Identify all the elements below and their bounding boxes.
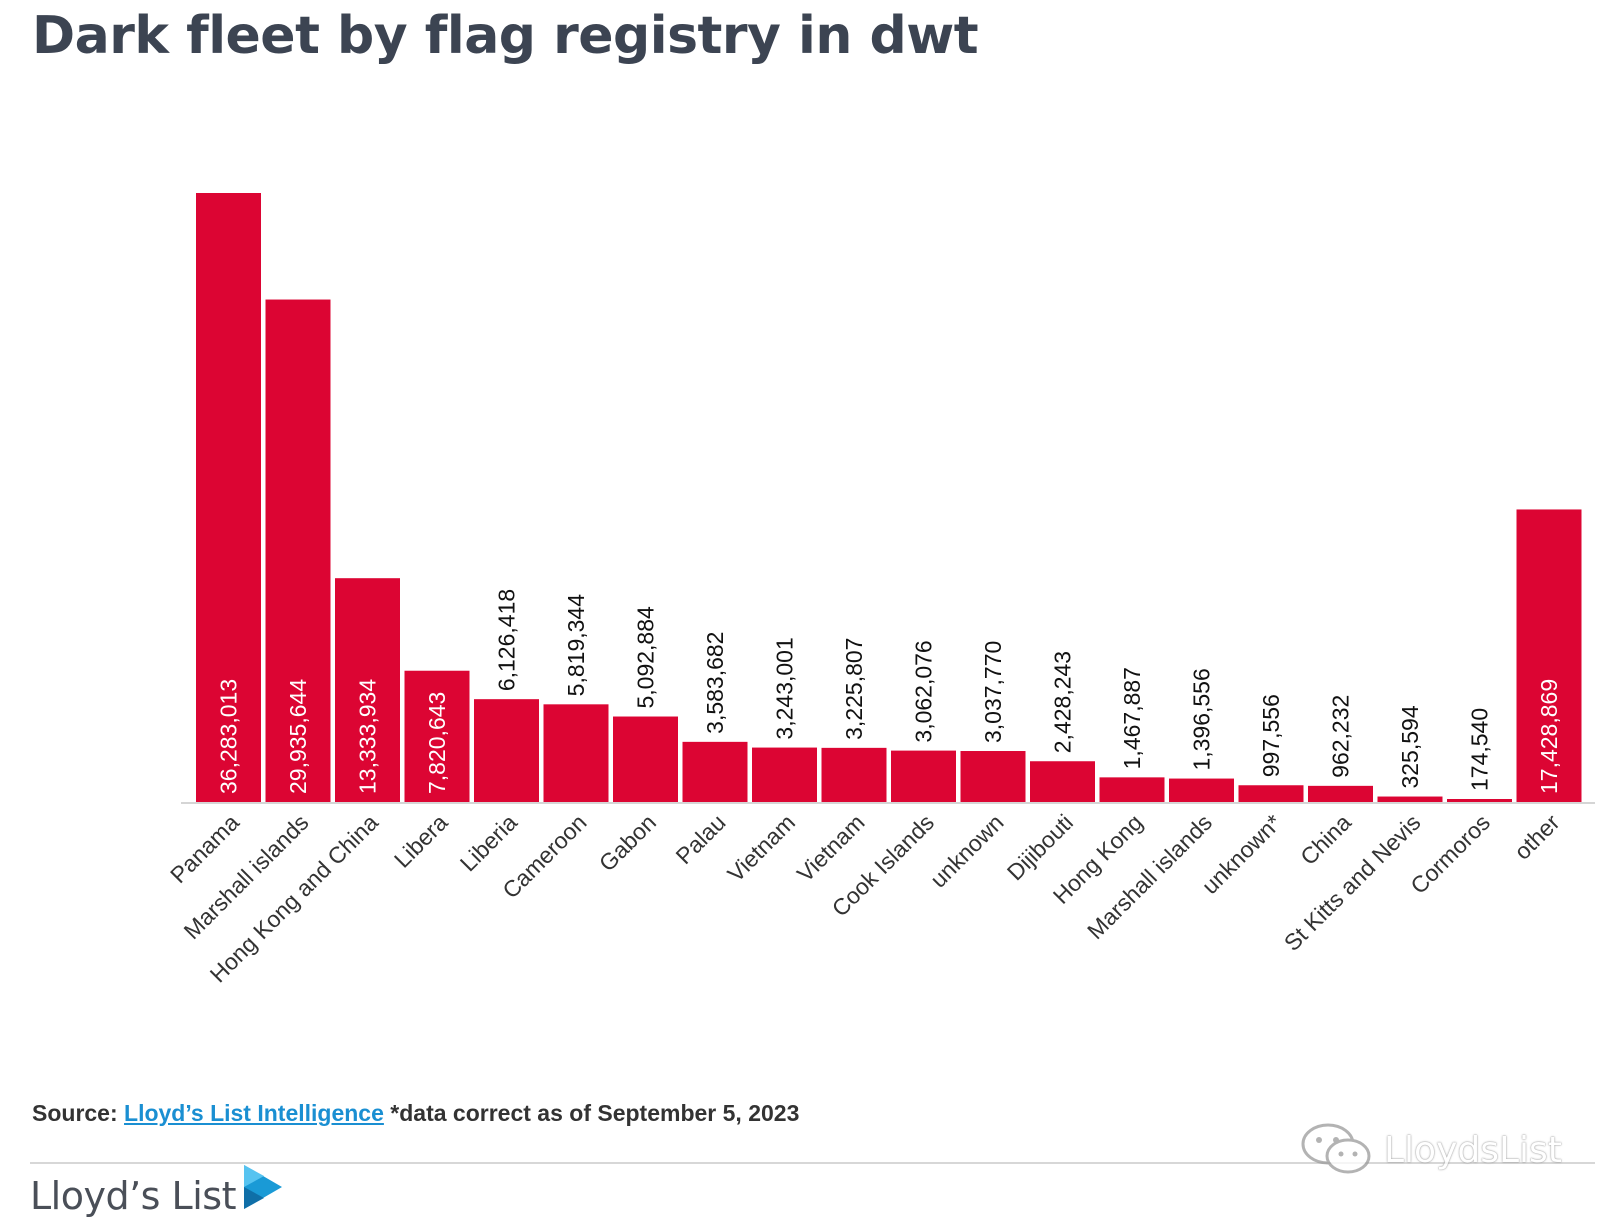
brand-name: Lloyd’s List [30, 1174, 236, 1218]
bar-value-label: 2,428,243 [1050, 651, 1076, 753]
bar [752, 747, 817, 802]
bar-value-label: 5,092,884 [633, 606, 659, 709]
x-tick-label: Vietnam [722, 809, 800, 887]
bar-value-label: 5,819,344 [563, 594, 589, 697]
chart-title: Dark fleet by flag registry in dwt [32, 6, 979, 66]
x-tick-label: unknown [925, 809, 1008, 892]
bar [543, 704, 609, 802]
bar [404, 670, 470, 802]
x-tick-label: Marshall islands [1082, 809, 1217, 944]
x-tick-label: other [1509, 809, 1565, 865]
footer-divider [30, 1162, 1595, 1164]
watermark: LloydsList [1300, 1122, 1562, 1178]
bar [1447, 799, 1512, 802]
bar [1099, 777, 1165, 802]
wechat-icon [1301, 1123, 1371, 1174]
bar-value-label: 3,062,076 [911, 640, 937, 742]
x-tick-label: Liberia [455, 809, 522, 876]
source-link[interactable]: Lloyd’s List Intelligence [124, 1100, 384, 1126]
bar-value-label: 13,333,934 [355, 679, 381, 794]
bar-chart: 36,283,013 29,935,644 13,333,934 7,820,643 6… [165, 193, 1595, 988]
bar [1169, 778, 1234, 802]
watermark-text: LloydsList [1384, 1129, 1562, 1171]
x-tick-label: Libera [389, 809, 453, 873]
bar [265, 299, 331, 802]
bar [891, 750, 956, 802]
x-tick-label: China [1295, 809, 1356, 870]
play-arrow-icon [243, 1165, 282, 1209]
bar-value-label: 3,037,770 [980, 641, 1006, 743]
bar-value-label: 17,428,869 [1536, 679, 1562, 794]
x-tick-label: Palau [671, 809, 731, 869]
bar [1308, 785, 1373, 802]
bar [613, 716, 678, 802]
bar-value-label: 6,126,418 [494, 589, 520, 691]
source-line: Source: Lloyd’s List Intelligence *data … [32, 1100, 799, 1127]
bar [821, 747, 887, 802]
bar-value-label: 997,556 [1258, 694, 1284, 777]
bar-value-label: 3,225,807 [841, 638, 867, 740]
bar-value-label: 3,243,001 [772, 637, 798, 739]
bar [474, 699, 539, 802]
bar [196, 193, 261, 802]
bar [1238, 785, 1304, 802]
source-prefix: Source: [32, 1100, 118, 1126]
bar-value-label: 36,283,013 [216, 679, 242, 794]
bar [1030, 761, 1095, 802]
bar-value-label: 7,820,643 [424, 692, 450, 794]
bar-value-label: 174,540 [1467, 708, 1493, 791]
x-tick-label: Gabon [594, 809, 661, 876]
bar [335, 578, 400, 802]
bar-value-label: 29,935,644 [285, 679, 311, 794]
bar [682, 741, 748, 802]
x-tick-label: Marshall islands [179, 809, 314, 944]
bar [1516, 509, 1582, 802]
bar-value-label: 1,467,887 [1119, 667, 1145, 769]
lloyds-list-logo: Lloyd’s List [30, 1165, 284, 1224]
bar-value-label: 1,396,556 [1189, 668, 1215, 770]
bar-value-label: 962,232 [1328, 695, 1354, 778]
bar [1377, 796, 1443, 802]
bar-value-label: 3,583,682 [702, 632, 728, 734]
bar-value-label: 325,594 [1397, 705, 1423, 788]
source-note: *data correct as of September 5, 2023 [390, 1100, 800, 1126]
bar [960, 751, 1026, 802]
